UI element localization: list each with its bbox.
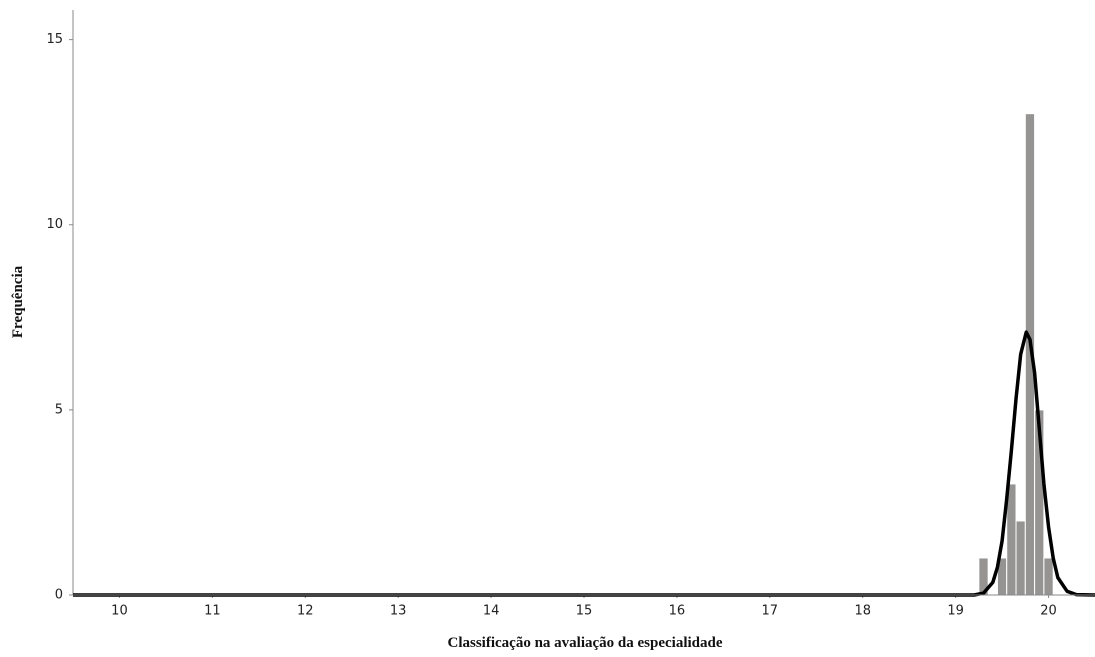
x-tick-label: 11 [204, 604, 221, 619]
bar [1015, 520, 1026, 596]
x-axis-title: Classificação na avaliação da especialid… [448, 635, 723, 651]
x-tick-label: 16 [669, 604, 686, 619]
y-tick-label: 10 [46, 217, 63, 232]
x-tick-label: 14 [483, 604, 500, 619]
x-tick-label: 19 [947, 604, 964, 619]
x-tick-label: 17 [762, 604, 779, 619]
x-tick-label: 18 [854, 604, 871, 619]
x-tick-label: 20 [1040, 604, 1057, 619]
y-tick-label: 0 [55, 588, 63, 603]
x-tick-label: 13 [390, 604, 407, 619]
normal-curve [73, 330, 1095, 597]
bar [1043, 557, 1054, 596]
y-tick-label: 5 [55, 402, 63, 417]
x-tick-label: 12 [297, 604, 314, 619]
x-tick-label: 15 [576, 604, 593, 619]
y-tick-label: 15 [46, 32, 63, 47]
x-tick-label: 10 [111, 604, 128, 619]
y-axis-title: Frequência [10, 265, 26, 338]
